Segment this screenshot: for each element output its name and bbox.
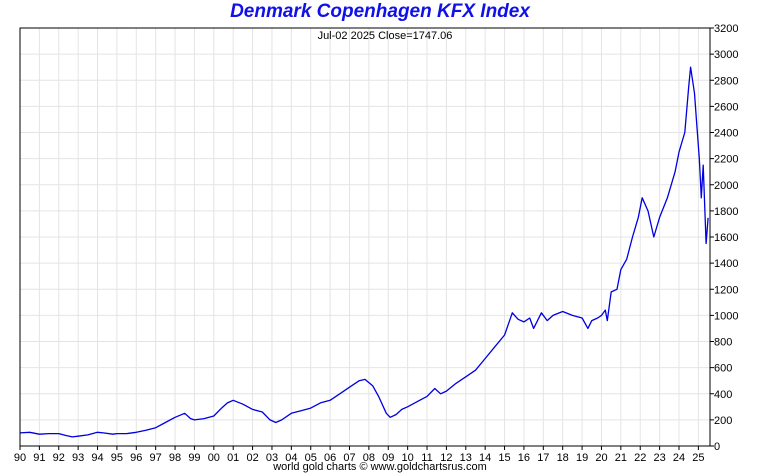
x-tick-label: 02: [246, 452, 258, 464]
x-tick-label: 92: [53, 452, 65, 464]
y-tick-label: 3200: [714, 23, 738, 35]
x-tick-label: 01: [227, 452, 239, 464]
x-tick-label: 00: [208, 452, 220, 464]
y-tick-label: 2400: [714, 128, 738, 140]
x-tick-label: 10: [402, 452, 414, 464]
x-tick-label: 95: [111, 452, 123, 464]
series-line: [19, 66, 709, 438]
x-tick-label: 07: [343, 452, 355, 464]
x-tick-label: 08: [363, 452, 375, 464]
x-tick-label: 03: [266, 452, 278, 464]
x-tick-label: 16: [518, 452, 530, 464]
x-axis: 90 91 92 93 94 95 96 97 98 99 00 01 02 03 04 05 06 07 08 09…: [14, 446, 704, 464]
y-tick-label: 2000: [714, 180, 738, 192]
y-tick-label: 3000: [714, 49, 738, 61]
x-tick-label: 97: [150, 452, 162, 464]
y-tick-label: 600: [714, 363, 732, 375]
x-tick-label: 11: [421, 452, 432, 464]
plot-frame: [19, 27, 711, 447]
y-tick-label: 800: [714, 337, 732, 349]
x-tick-label: 91: [33, 452, 45, 464]
x-tick-label: 21: [615, 452, 627, 464]
x-tick-label: 05: [305, 452, 317, 464]
y-tick-label: 2600: [714, 101, 738, 113]
grid: [20, 28, 710, 446]
x-tick-label: 94: [91, 452, 103, 464]
y-axis: 0 200 400 600 800 1000 1200 1400 1600 1800 2000 220…: [710, 23, 738, 453]
y-tick-label: 200: [714, 415, 732, 427]
chart-subtitle: Jul-02 2025 Close=1747.06: [318, 30, 453, 42]
x-tick-label: 04: [285, 452, 297, 464]
y-tick-label: 1000: [714, 310, 738, 322]
y-tick-label: 1400: [714, 258, 738, 270]
y-tick-label: 1600: [714, 232, 738, 244]
x-tick-label: 17: [537, 452, 549, 464]
x-tick-label: 06: [324, 452, 336, 464]
y-tick-label: 2800: [714, 75, 738, 87]
x-tick-label: 15: [498, 452, 510, 464]
x-tick-label: 25: [692, 452, 704, 464]
x-tick-label: 12: [440, 452, 452, 464]
x-tick-label: 99: [188, 452, 200, 464]
x-tick-label: 90: [14, 452, 26, 464]
x-tick-label: 24: [673, 452, 685, 464]
x-tick-label: 22: [634, 452, 646, 464]
chart-title: Denmark Copenhagen KFX Index: [230, 1, 530, 22]
x-tick-label: 20: [595, 452, 607, 464]
x-tick-label: 19: [576, 452, 588, 464]
y-tick-label: 2200: [714, 154, 738, 166]
x-tick-label: 09: [382, 452, 394, 464]
x-tick-label: 13: [460, 452, 472, 464]
chart-footer: world gold charts © www.goldchartsrus.co…: [273, 461, 487, 473]
x-tick-label: 23: [653, 452, 665, 464]
y-tick-label: 400: [714, 389, 732, 401]
y-tick-label: 1800: [714, 206, 738, 218]
y-tick-label: 0: [714, 441, 720, 453]
x-tick-label: 96: [130, 452, 142, 464]
y-tick-label: 1200: [714, 284, 738, 296]
x-tick-label: 98: [169, 452, 181, 464]
x-tick-label: 14: [479, 452, 491, 464]
x-tick-label: 93: [72, 452, 84, 464]
x-tick-label: 18: [557, 452, 569, 464]
